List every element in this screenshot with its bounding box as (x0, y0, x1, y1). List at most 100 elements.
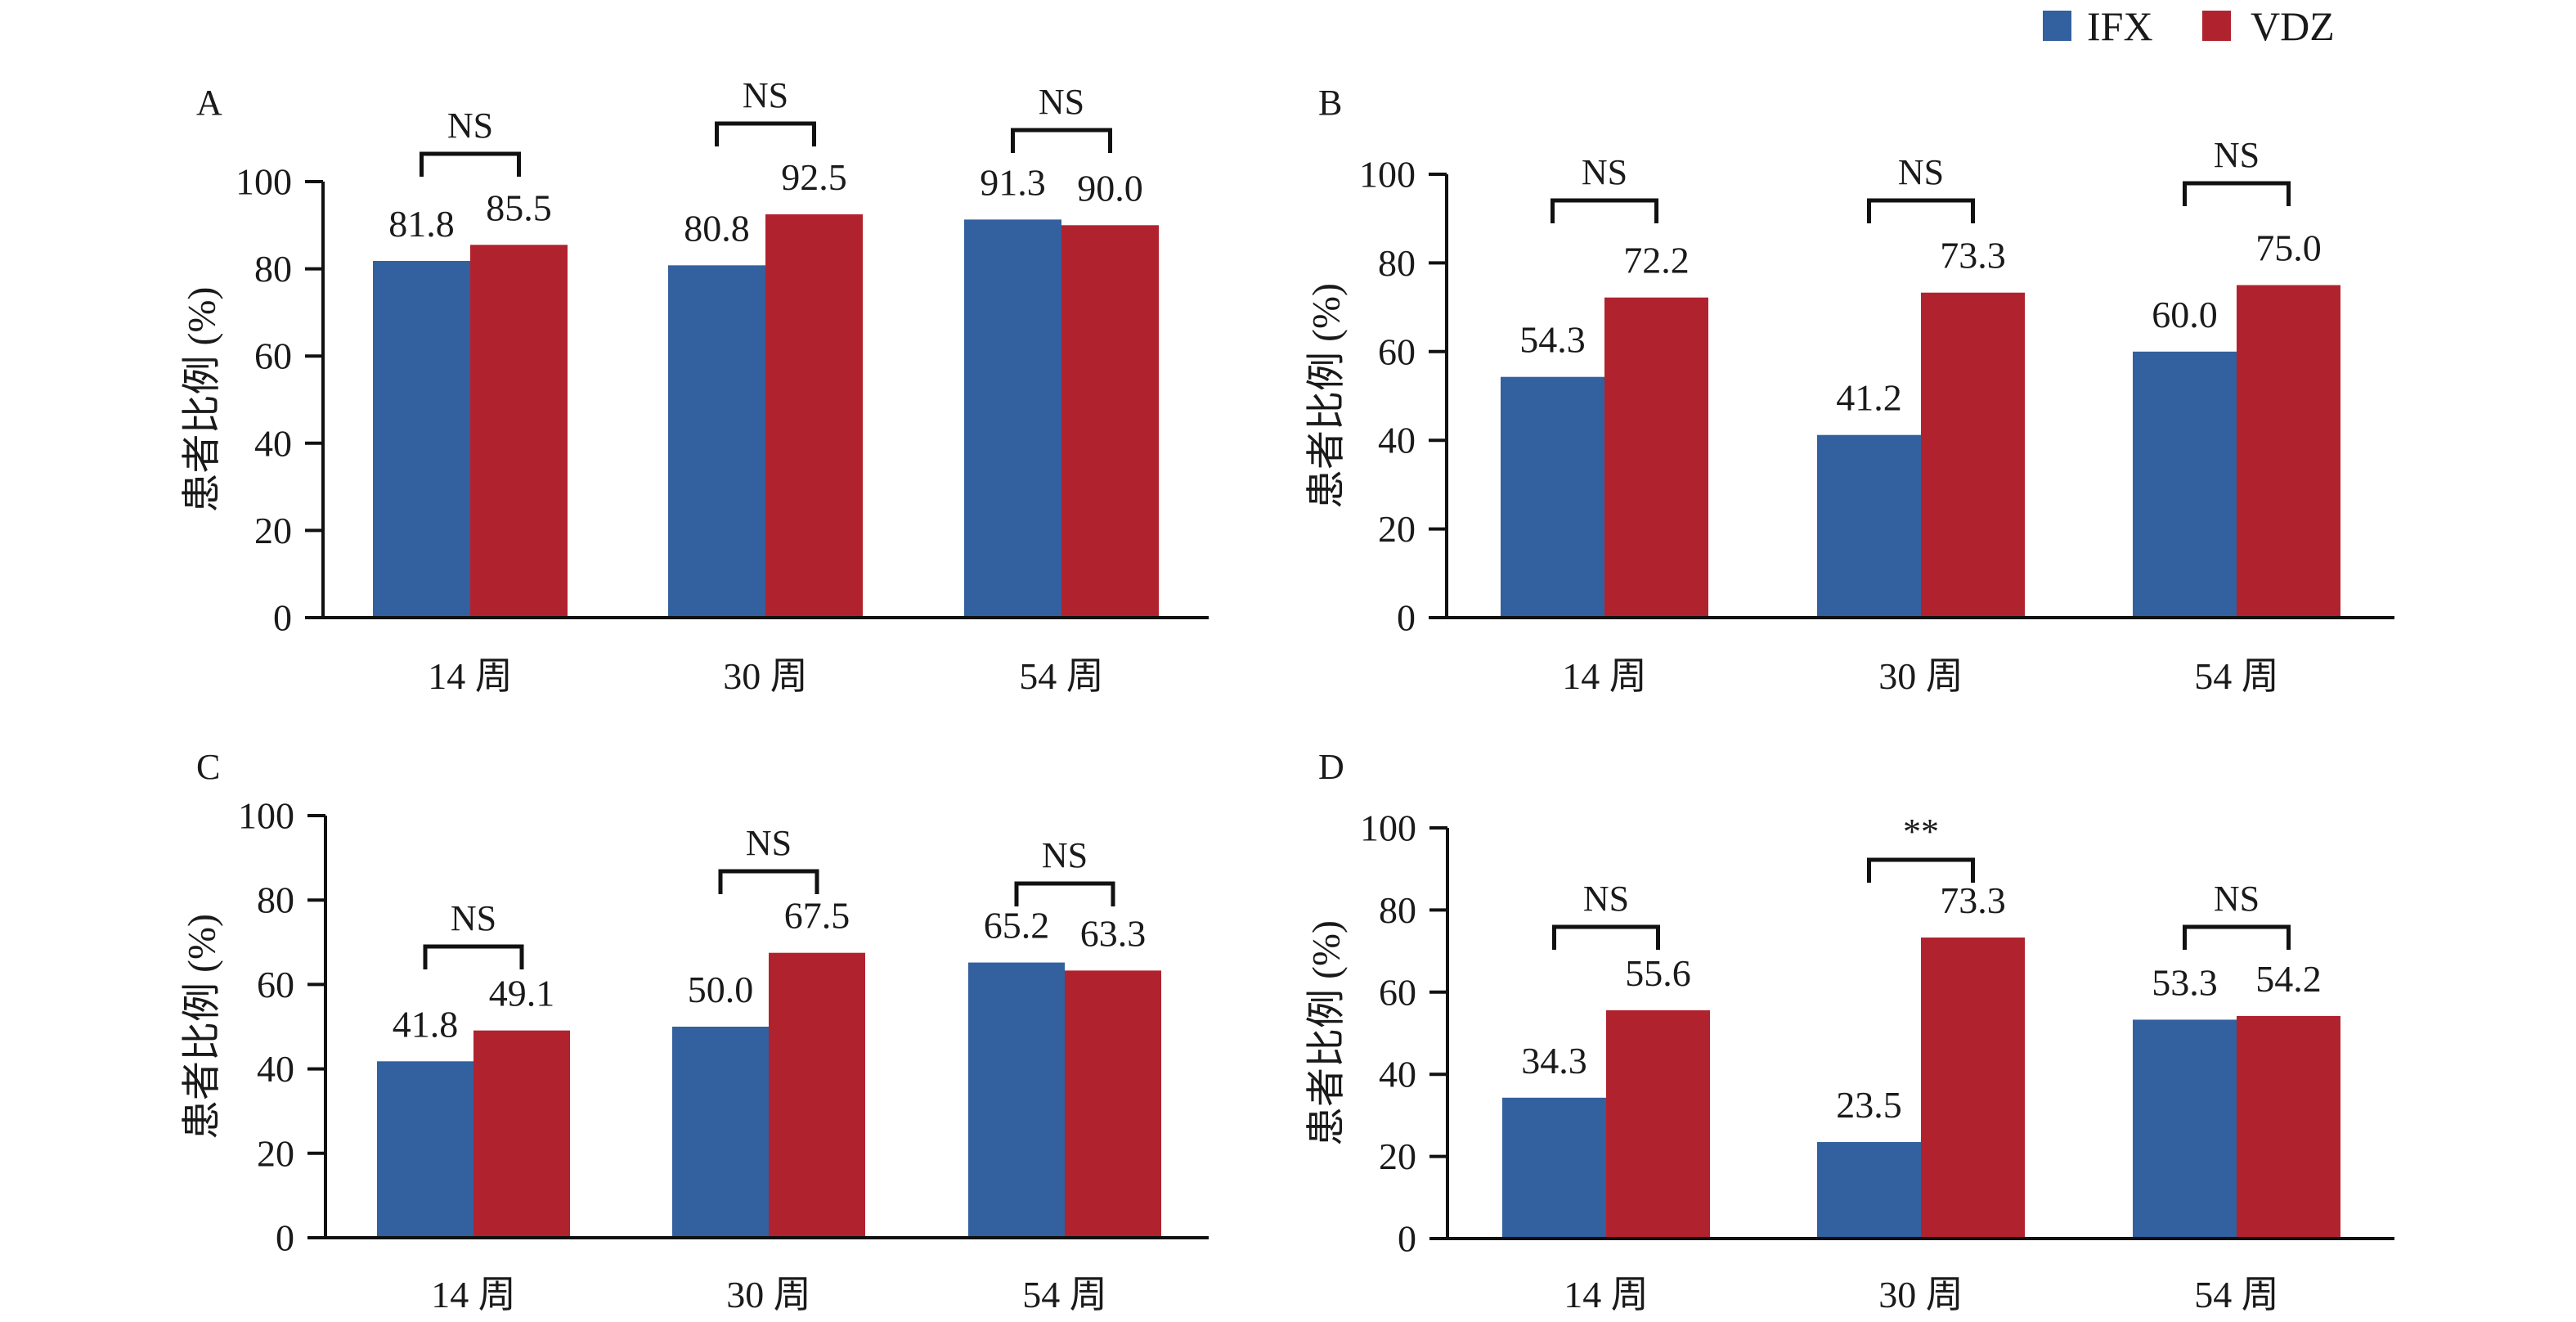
bar-vdz-3 (2237, 1015, 2340, 1239)
y-tick-label: 40 (257, 1048, 294, 1090)
legend-label-vdz: VDZ (2251, 3, 2335, 49)
significance-bracket (1011, 128, 1112, 153)
significance-bracket (2183, 924, 2291, 950)
y-tick-label: 20 (1379, 1135, 1416, 1177)
data-label: 41.2 (1836, 377, 1902, 419)
x-category-label: 30 周 (726, 1274, 811, 1315)
y-tick-label: 40 (254, 422, 292, 464)
legend-swatch-vdz (2202, 11, 2231, 41)
y-tick-label: 0 (1397, 597, 1416, 639)
x-category-label: 30 周 (1878, 1274, 1963, 1315)
significance-bracket (420, 151, 521, 177)
legend-label-ifx: IFX (2087, 3, 2153, 49)
y-axis-label: 患者比例 (%) (1305, 283, 1349, 509)
y-tick-label: 100 (1359, 154, 1416, 196)
y-tick-label: 80 (254, 248, 292, 290)
y-tick-label: 60 (254, 335, 292, 377)
significance-bracket (715, 121, 816, 146)
data-label: 92.5 (781, 156, 847, 198)
data-label: 72.2 (1623, 240, 1690, 281)
bar-ifx-1 (377, 1061, 473, 1238)
panel-letter: A (196, 83, 222, 123)
y-tick-label: 20 (254, 510, 292, 551)
bar-vdz-1 (1604, 297, 1708, 618)
y-tick-label: 60 (1378, 330, 1416, 372)
significance-bracket (1552, 924, 1660, 950)
bar-vdz-2 (769, 952, 865, 1238)
data-label: 50.0 (688, 969, 754, 1010)
significance-bracket (2183, 181, 2291, 206)
panel-letter: B (1318, 83, 1342, 123)
bar-ifx-3 (968, 962, 1065, 1238)
data-label: 73.3 (1940, 879, 2006, 921)
x-category-label: 54 周 (1022, 1274, 1107, 1315)
data-label: 75.0 (2255, 227, 2322, 269)
y-tick-label: 100 (1360, 807, 1416, 849)
x-category-label: 14 周 (431, 1274, 516, 1315)
y-tick-label: 80 (1378, 242, 1416, 284)
data-label: 90.0 (1077, 167, 1143, 209)
bar-ifx-1 (1502, 1097, 1606, 1239)
bar-ifx-2 (668, 265, 765, 618)
significance-label: NS (743, 75, 788, 115)
data-label: 65.2 (984, 905, 1050, 947)
bar-vdz-3 (1065, 970, 1161, 1238)
bar-vdz-2 (1921, 938, 2025, 1239)
significance-bracket (1867, 198, 1975, 223)
panel-letter: D (1318, 747, 1344, 787)
data-label: 55.6 (1625, 952, 1691, 994)
bar-ifx-1 (1501, 376, 1604, 618)
y-tick-label: 40 (1378, 420, 1416, 461)
significance-label: NS (1582, 152, 1627, 192)
x-category-label: 54 周 (1019, 655, 1104, 697)
data-label: 34.3 (1521, 1040, 1587, 1081)
y-tick-label: 60 (1379, 971, 1416, 1013)
panel-letter: C (196, 747, 220, 787)
x-category-label: 54 周 (2194, 1274, 2279, 1315)
y-tick-label: 100 (236, 161, 292, 203)
data-label: 41.8 (393, 1003, 459, 1045)
y-axis-label: 患者比例 (%) (181, 287, 224, 513)
bar-ifx-2 (672, 1027, 769, 1238)
bar-ifx-3 (964, 219, 1061, 618)
bar-vdz-2 (1921, 292, 2025, 618)
legend-swatch-ifx (2043, 11, 2071, 41)
significance-label: NS (1039, 82, 1084, 122)
significance-label: NS (2214, 879, 2260, 919)
y-tick-label: 100 (238, 795, 294, 837)
panel-a: A 患者比例 (%) 81.8 80.8 91.3 85.5 92.5 90.0 0 20 40 60… (181, 75, 1209, 697)
bar-ifx-3 (2133, 351, 2237, 618)
significance-label: NS (746, 823, 792, 863)
significance-label: NS (1583, 879, 1629, 919)
significance-label: NS (447, 106, 493, 146)
significance-label: NS (2214, 135, 2260, 175)
data-label: 85.5 (486, 187, 552, 228)
x-category-label: 30 周 (723, 655, 808, 697)
significance-bracket (1867, 857, 1975, 883)
data-label: 54.2 (2255, 958, 2322, 1000)
legend: IFX VDZ (2043, 3, 2335, 49)
panel-b: B 患者比例 (%) 54.3 41.2 60.0 72.2 73.3 75.0 0 20 40 60… (1305, 83, 2394, 697)
data-label: 60.0 (2152, 294, 2218, 335)
bar-vdz-3 (1061, 225, 1159, 618)
significance-bracket (1014, 881, 1115, 906)
data-label: 80.8 (684, 207, 750, 249)
data-label: 91.3 (980, 161, 1046, 203)
bar-vdz-1 (473, 1030, 570, 1238)
bar-ifx-3 (2133, 1019, 2237, 1239)
significance-bracket (1551, 198, 1658, 223)
data-label: 53.3 (2152, 961, 2218, 1003)
bar-ifx-2 (1817, 434, 1921, 618)
y-tick-label: 0 (276, 1217, 294, 1259)
bar-vdz-1 (1606, 1009, 1710, 1239)
data-label: 81.8 (388, 203, 455, 245)
significance-bracket (423, 944, 524, 969)
data-label: 67.5 (784, 895, 850, 937)
x-category-label: 30 周 (1878, 655, 1963, 697)
y-axis-label: 患者比例 (%) (1305, 920, 1349, 1146)
panel-c: C 患者比例 (%) 41.8 50.0 65.2 49.1 67.5 63.3 0 20 40 60… (181, 747, 1209, 1315)
y-tick-label: 0 (273, 597, 292, 639)
bar-vdz-3 (2237, 285, 2340, 618)
data-label: 73.3 (1940, 235, 2006, 277)
